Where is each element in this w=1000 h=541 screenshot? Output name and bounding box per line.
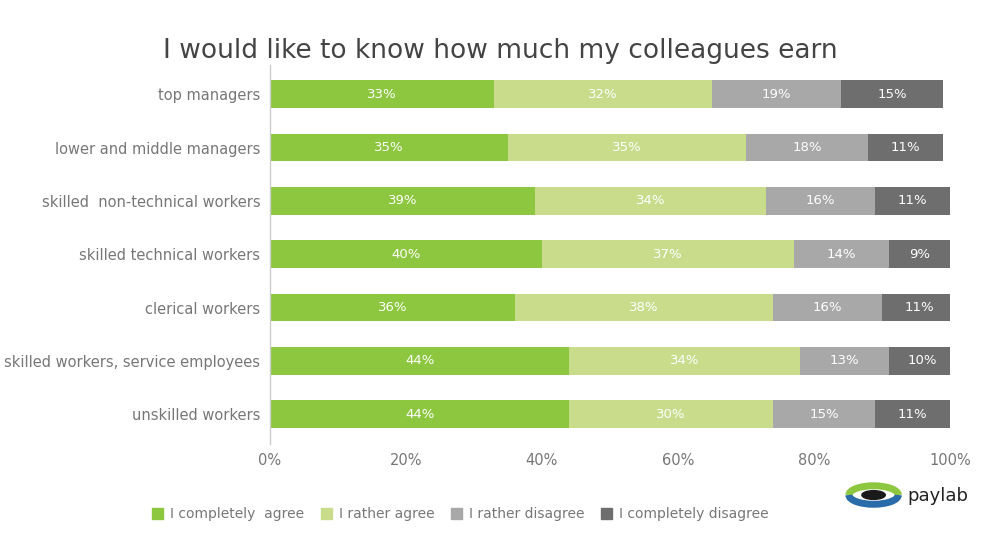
Bar (270, 187, 535, 215)
Text: 44%: 44% (405, 354, 434, 367)
Bar (270, 134, 508, 161)
Bar (889, 347, 957, 375)
Text: 35%: 35% (374, 141, 404, 154)
Text: 37%: 37% (653, 248, 683, 261)
Text: 33%: 33% (367, 88, 397, 101)
Text: I would like to know how much my colleagues earn: I would like to know how much my colleag… (163, 38, 837, 64)
Bar (800, 347, 889, 375)
Bar (841, 81, 943, 108)
Bar (515, 294, 773, 321)
Text: 30%: 30% (656, 408, 686, 421)
Text: 34%: 34% (670, 354, 700, 367)
Bar (773, 294, 882, 321)
Text: 15%: 15% (809, 408, 839, 421)
Text: 16%: 16% (806, 194, 836, 207)
Text: 36%: 36% (378, 301, 407, 314)
Text: 11%: 11% (905, 301, 934, 314)
Bar (889, 240, 950, 268)
Bar (569, 400, 773, 428)
Bar (535, 187, 766, 215)
Bar (270, 400, 569, 428)
Text: 38%: 38% (629, 301, 659, 314)
Bar (270, 294, 515, 321)
Text: 40%: 40% (391, 248, 421, 261)
Text: 44%: 44% (405, 408, 434, 421)
Text: 19%: 19% (762, 88, 791, 101)
Bar (773, 400, 875, 428)
Text: 35%: 35% (612, 141, 642, 154)
Bar (868, 134, 943, 161)
Text: 11%: 11% (898, 194, 927, 207)
Bar (875, 400, 950, 428)
Bar (794, 240, 889, 268)
Bar (875, 187, 950, 215)
Text: 39%: 39% (388, 194, 417, 207)
Bar (270, 347, 569, 375)
Bar (766, 187, 875, 215)
Legend: I completely  agree, I rather agree, I rather disagree, I completely disagree: I completely agree, I rather agree, I ra… (152, 507, 769, 522)
Text: 32%: 32% (588, 88, 618, 101)
Text: 11%: 11% (898, 408, 927, 421)
Bar (508, 134, 746, 161)
Bar (569, 347, 800, 375)
Bar (270, 81, 494, 108)
Text: 14%: 14% (826, 248, 856, 261)
Bar (882, 294, 957, 321)
Text: 9%: 9% (909, 248, 930, 261)
Bar (270, 240, 542, 268)
Bar (542, 240, 794, 268)
Bar (494, 81, 712, 108)
Text: 15%: 15% (877, 88, 907, 101)
Text: 16%: 16% (813, 301, 842, 314)
Text: 13%: 13% (830, 354, 859, 367)
Bar (746, 134, 868, 161)
Text: 34%: 34% (636, 194, 666, 207)
Bar (712, 81, 841, 108)
Text: 18%: 18% (792, 141, 822, 154)
Circle shape (862, 491, 885, 499)
Text: 11%: 11% (891, 141, 921, 154)
Text: 10%: 10% (908, 354, 938, 367)
Text: paylab: paylab (907, 487, 968, 505)
